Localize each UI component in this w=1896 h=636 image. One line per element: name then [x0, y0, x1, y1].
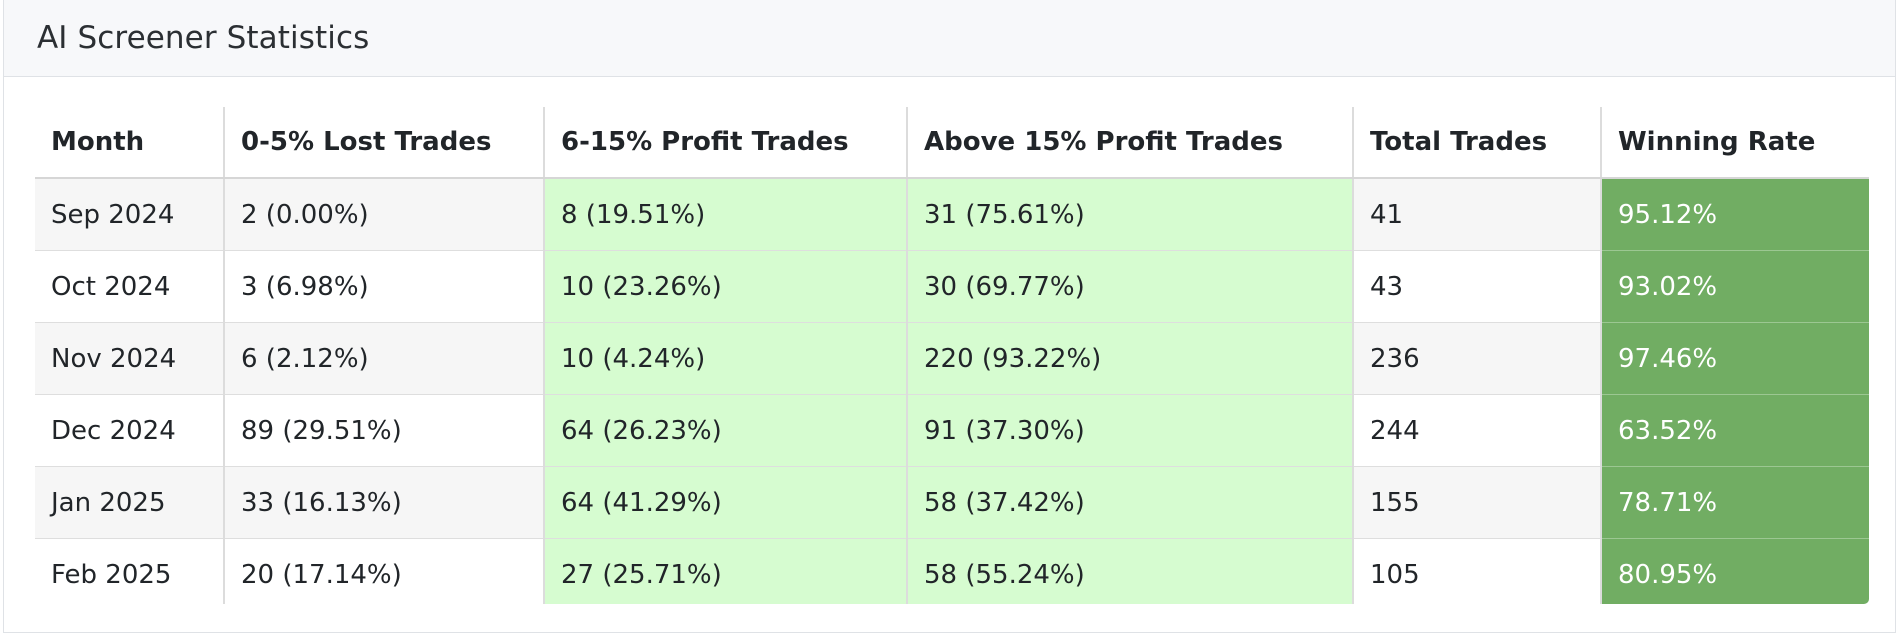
- column-header-total-trades: Total Trades: [1352, 107, 1601, 179]
- cell-above-profit-trades: 58 (55.24%): [906, 538, 1353, 604]
- cell-month: Sep 2024: [35, 178, 224, 251]
- cell-total-trades: 244: [1352, 394, 1601, 467]
- cell-profit-trades: 27 (25.71%): [543, 538, 907, 604]
- cell-winning-rate: 78.71%: [1600, 466, 1869, 539]
- table-header-row: Month 0-5% Lost Trades 6-15% Profit Trad…: [35, 107, 1869, 179]
- cell-profit-trades: 64 (41.29%): [543, 466, 907, 539]
- cell-profit-trades: 10 (23.26%): [543, 250, 907, 323]
- table-row: Dec 2024 89 (29.51%) 64 (26.23%) 91 (37.…: [35, 394, 1869, 467]
- table-row: Jan 2025 33 (16.13%) 64 (41.29%) 58 (37.…: [35, 466, 1869, 539]
- cell-above-profit-trades: 91 (37.30%): [906, 394, 1353, 467]
- cell-month: Oct 2024: [35, 250, 224, 323]
- cell-total-trades: 155: [1352, 466, 1601, 539]
- cell-profit-trades: 10 (4.24%): [543, 322, 907, 395]
- cell-lost-trades: 20 (17.14%): [223, 538, 544, 604]
- cell-above-profit-trades: 58 (37.42%): [906, 466, 1353, 539]
- cell-lost-trades: 3 (6.98%): [223, 250, 544, 323]
- column-header-month: Month: [35, 107, 224, 179]
- statistics-card: AI Screener Statistics Month 0-5% Lost T…: [3, 0, 1896, 633]
- table-row: Sep 2024 2 (0.00%) 8 (19.51%) 31 (75.61%…: [35, 178, 1869, 251]
- cell-month: Feb 2025: [35, 538, 224, 604]
- card-header: AI Screener Statistics: [4, 0, 1895, 77]
- table-row: Oct 2024 3 (6.98%) 10 (23.26%) 30 (69.77…: [35, 250, 1869, 323]
- cell-total-trades: 105: [1352, 538, 1601, 604]
- table-row: Nov 2024 6 (2.12%) 10 (4.24%) 220 (93.22…: [35, 322, 1869, 395]
- cell-total-trades: 236: [1352, 322, 1601, 395]
- cell-winning-rate: 95.12%: [1600, 178, 1869, 251]
- cell-lost-trades: 33 (16.13%): [223, 466, 544, 539]
- column-header-lost-trades: 0-5% Lost Trades: [223, 107, 544, 179]
- statistics-table-wrapper: Month 0-5% Lost Trades 6-15% Profit Trad…: [35, 107, 1869, 604]
- statistics-table: Month 0-5% Lost Trades 6-15% Profit Trad…: [35, 107, 1869, 604]
- cell-lost-trades: 2 (0.00%): [223, 178, 544, 251]
- column-header-winning-rate: Winning Rate: [1600, 107, 1869, 179]
- cell-winning-rate: 93.02%: [1600, 250, 1869, 323]
- cell-month: Nov 2024: [35, 322, 224, 395]
- cell-lost-trades: 89 (29.51%): [223, 394, 544, 467]
- column-header-profit-trades: 6-15% Profit Trades: [543, 107, 907, 179]
- column-header-above-profit-trades: Above 15% Profit Trades: [906, 107, 1353, 179]
- cell-total-trades: 43: [1352, 250, 1601, 323]
- cell-lost-trades: 6 (2.12%): [223, 322, 544, 395]
- table-row: Feb 2025 20 (17.14%) 27 (25.71%) 58 (55.…: [35, 538, 1869, 604]
- cell-winning-rate: 80.95%: [1600, 538, 1869, 604]
- cell-above-profit-trades: 30 (69.77%): [906, 250, 1353, 323]
- card-title: AI Screener Statistics: [37, 20, 370, 56]
- cell-month: Jan 2025: [35, 466, 224, 539]
- cell-winning-rate: 97.46%: [1600, 322, 1869, 395]
- cell-above-profit-trades: 31 (75.61%): [906, 178, 1353, 251]
- cell-above-profit-trades: 220 (93.22%): [906, 322, 1353, 395]
- cell-winning-rate: 63.52%: [1600, 394, 1869, 467]
- cell-month: Dec 2024: [35, 394, 224, 467]
- cell-total-trades: 41: [1352, 178, 1601, 251]
- cell-profit-trades: 64 (26.23%): [543, 394, 907, 467]
- cell-profit-trades: 8 (19.51%): [543, 178, 907, 251]
